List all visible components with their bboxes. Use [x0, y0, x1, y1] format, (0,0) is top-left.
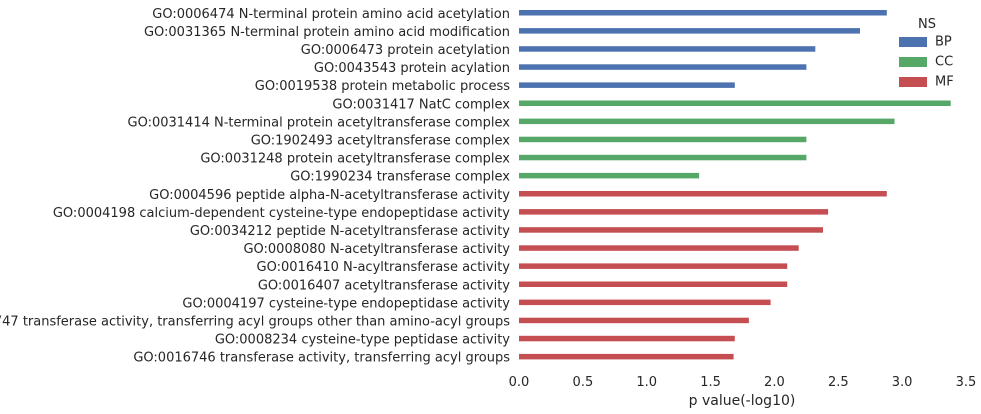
- category-label-10: GO:1990234 transferase complex: [290, 170, 510, 185]
- bar-12: [519, 209, 829, 215]
- category-label-20: GO:0016746 transferase activity, transfe…: [133, 351, 510, 366]
- bar-4: [519, 64, 807, 70]
- bar-13: [519, 227, 823, 233]
- legend: NS BP CC MF: [899, 17, 954, 90]
- x-tick-label-3: 1.0: [636, 375, 657, 390]
- x-tick-label-6: 2.5: [828, 375, 849, 390]
- legend-items: BP CC MF: [899, 35, 954, 90]
- bar-1: [519, 10, 887, 16]
- bar-16: [519, 281, 788, 287]
- bar-9: [519, 154, 807, 161]
- category-labels: GO:0006474 N-terminal protein amino acid…: [0, 7, 510, 366]
- category-label-5: GO:0019538 protein metabolic process: [255, 79, 510, 94]
- bar-17: [519, 299, 771, 306]
- bar-2: [519, 28, 860, 34]
- category-label-4: GO:0043543 protein acylation: [314, 61, 510, 76]
- category-label-1: GO:0006474 N-terminal protein amino acid…: [152, 7, 510, 22]
- category-label-11: GO:0004596 peptide alpha-N-acetyltransfe…: [149, 188, 510, 203]
- category-label-3: GO:0006473 protein acetylation: [301, 43, 510, 58]
- bar-11: [519, 191, 887, 197]
- x-tick-label-1: 0.0: [509, 375, 530, 390]
- legend-label-mf: MF: [935, 75, 954, 90]
- legend-label-cc: CC: [935, 55, 953, 70]
- category-label-14: GO:0008080 N-acetyltransferase activity: [243, 242, 510, 257]
- legend-swatch-bp: [899, 37, 927, 47]
- x-tick-label-5: 2.0: [764, 375, 785, 390]
- bar-19: [519, 335, 735, 342]
- category-label-15: GO:0016410 N-acyltransferase activity: [257, 260, 511, 275]
- bar-5: [519, 82, 735, 88]
- bar-14: [519, 245, 799, 251]
- category-label-16: GO:0016407 acetyltransferase activity: [258, 278, 510, 293]
- category-label-17: GO:0004197 cysteine-type endopeptidase a…: [182, 296, 510, 311]
- legend-label-bp: BP: [935, 35, 952, 50]
- bar-7: [519, 118, 895, 125]
- x-tick-labels: 0.0 0.5 1.0 1.5 2.0 2.5 3.0 3.5: [509, 375, 977, 390]
- category-label-8: GO:1902493 acetyltransferase complex: [251, 134, 511, 149]
- legend-swatch-mf: [899, 77, 927, 87]
- category-label-9: GO:0031248 protein acetyltransferase com…: [200, 152, 510, 167]
- bar-20: [519, 353, 734, 360]
- x-tick-label-7: 3.0: [892, 375, 913, 390]
- x-axis-title: p value(-log10): [689, 393, 796, 409]
- category-label-7: GO:0031414 N-terminal protein acetyltran…: [128, 115, 511, 130]
- bar-10: [519, 172, 700, 179]
- x-tick-label-4: 1.5: [700, 375, 721, 390]
- category-label-2: GO:0031365 N-terminal protein amino acid…: [144, 25, 510, 40]
- category-label-19: GO:0008234 cysteine-type peptidase activ…: [215, 333, 510, 348]
- category-label-6: GO:0031417 NatC complex: [332, 97, 510, 112]
- x-tick-label-8: 3.5: [956, 375, 977, 390]
- bar-8: [519, 136, 807, 143]
- legend-swatch-cc: [899, 57, 927, 67]
- bars-group: [519, 10, 951, 360]
- legend-title: NS: [918, 17, 936, 32]
- bar-18: [519, 317, 749, 324]
- x-tick-label-2: 0.5: [573, 375, 594, 390]
- category-label-12: GO:0004198 calcium-dependent cysteine-ty…: [53, 206, 510, 221]
- bar-6: [519, 100, 951, 106]
- category-label-13: GO:0034212 peptide N-acetyltransferase a…: [190, 224, 510, 239]
- bar-3: [519, 46, 816, 52]
- category-label-18: GO:0016747 transferase activity, transfe…: [0, 315, 510, 330]
- bar-15: [519, 263, 788, 269]
